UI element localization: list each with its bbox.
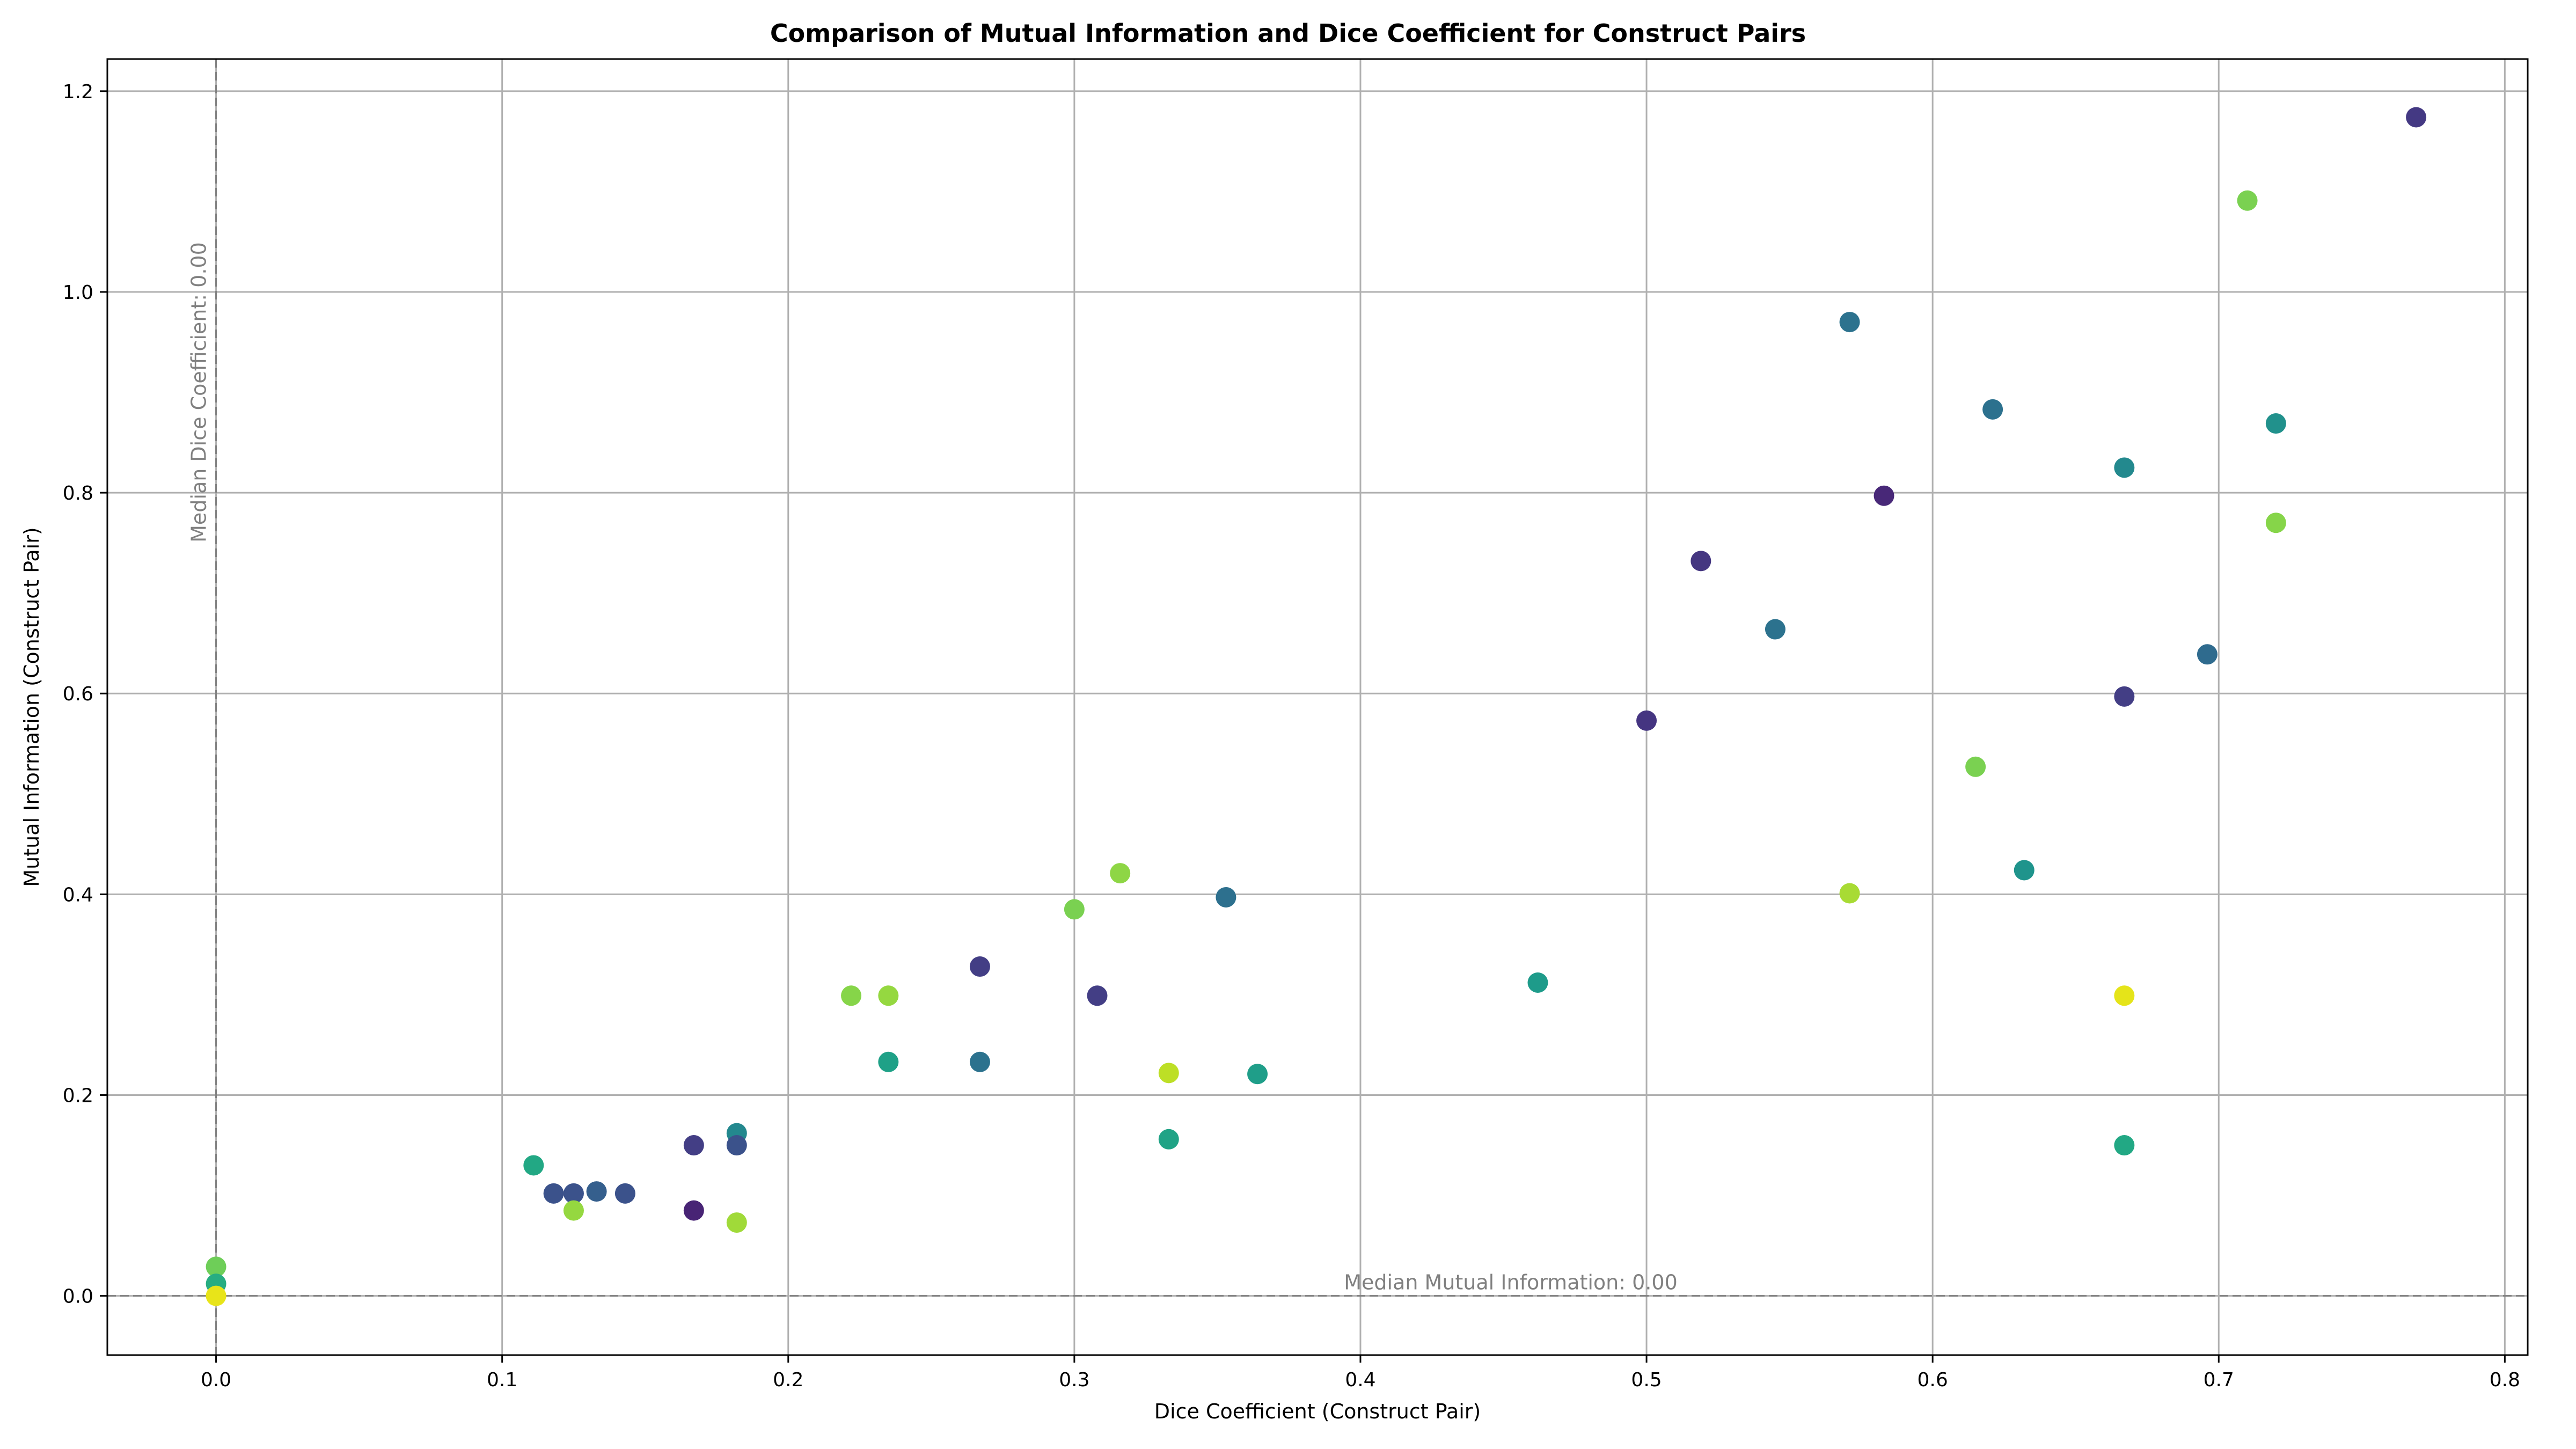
data-point bbox=[586, 1181, 607, 1202]
x-tick-label: 0.5 bbox=[1631, 1369, 1662, 1391]
y-tick-label: 1.0 bbox=[63, 282, 93, 304]
y-axis-label: Mutual Information (Construct Pair) bbox=[20, 527, 43, 887]
data-point bbox=[1690, 551, 1711, 572]
data-point bbox=[1839, 883, 1860, 904]
data-point bbox=[1158, 1063, 1179, 1084]
data-point bbox=[2197, 644, 2218, 665]
data-point bbox=[614, 1183, 635, 1204]
data-point bbox=[206, 1285, 226, 1306]
data-point bbox=[1874, 485, 1894, 506]
x-tick-label: 0.0 bbox=[201, 1369, 231, 1391]
data-point bbox=[1158, 1129, 1179, 1150]
data-point bbox=[2406, 107, 2427, 128]
y-tick-label: 0.2 bbox=[63, 1085, 93, 1107]
data-point bbox=[206, 1256, 226, 1277]
data-point bbox=[2114, 457, 2135, 478]
data-point bbox=[1982, 399, 2003, 420]
x-axis-label: Dice Coefficient (Construct Pair) bbox=[1154, 1400, 1481, 1423]
data-point bbox=[1636, 710, 1657, 731]
y-axis-ticks: 0.0 0.2 0.4 0.6 0.8 1.0 1.2 bbox=[63, 81, 107, 1308]
y-tick-label: 0.6 bbox=[63, 683, 93, 705]
y-tick-label: 1.2 bbox=[63, 81, 93, 103]
data-point bbox=[2265, 513, 2286, 533]
data-point bbox=[1216, 887, 1236, 908]
median-lines bbox=[107, 59, 2528, 1355]
data-point bbox=[2265, 413, 2286, 434]
data-point bbox=[1765, 619, 1785, 640]
x-tick-label: 0.3 bbox=[1059, 1369, 1089, 1391]
data-point bbox=[543, 1183, 564, 1204]
data-point bbox=[523, 1155, 544, 1176]
data-point bbox=[1064, 899, 1085, 920]
y-tick-label: 0.4 bbox=[63, 884, 93, 906]
data-point bbox=[726, 1135, 747, 1156]
x-axis-ticks: 0.0 0.1 0.2 0.3 0.4 0.5 0.6 0.7 0.8 bbox=[201, 1355, 2520, 1391]
plot-frame bbox=[106, 58, 2529, 1356]
data-point bbox=[1247, 1064, 1268, 1085]
chart-title: Comparison of Mutual Information and Dic… bbox=[770, 19, 1806, 48]
x-tick-label: 0.7 bbox=[2204, 1369, 2234, 1391]
data-point bbox=[1110, 863, 1131, 884]
data-point bbox=[2237, 190, 2258, 211]
data-point bbox=[969, 956, 990, 977]
x-tick-label: 0.6 bbox=[1918, 1369, 1948, 1391]
x-tick-label: 0.1 bbox=[487, 1369, 517, 1391]
data-point bbox=[683, 1135, 704, 1156]
data-point bbox=[726, 1212, 747, 1233]
data-point bbox=[563, 1183, 584, 1204]
data-point bbox=[1839, 312, 1860, 333]
y-tick-label: 0.8 bbox=[63, 482, 93, 504]
x-tick-label: 0.2 bbox=[773, 1369, 803, 1391]
data-point bbox=[563, 1200, 584, 1221]
data-point bbox=[1527, 972, 1548, 993]
median-dice-label: Median Dice Coefficient: 0.00 bbox=[187, 242, 211, 543]
data-point bbox=[2114, 686, 2135, 707]
x-tick-label: 0.8 bbox=[2490, 1369, 2520, 1391]
data-point bbox=[1087, 985, 1108, 1006]
data-point bbox=[2114, 1135, 2135, 1156]
data-points bbox=[206, 107, 2427, 1306]
data-point bbox=[1965, 756, 1986, 777]
data-point bbox=[841, 985, 862, 1006]
median-mi-label: Median Mutual Information: 0.00 bbox=[1344, 1271, 1678, 1294]
median-labels: Median Dice Coefficient: 0.00 Median Mut… bbox=[187, 242, 1678, 1294]
data-point bbox=[878, 985, 899, 1006]
x-tick-label: 0.4 bbox=[1345, 1369, 1375, 1391]
data-point bbox=[878, 1051, 899, 1072]
y-tick-label: 0.0 bbox=[63, 1286, 93, 1308]
data-point bbox=[969, 1051, 990, 1072]
data-point bbox=[2114, 985, 2135, 1006]
data-point bbox=[2014, 860, 2035, 881]
data-point bbox=[683, 1200, 704, 1221]
